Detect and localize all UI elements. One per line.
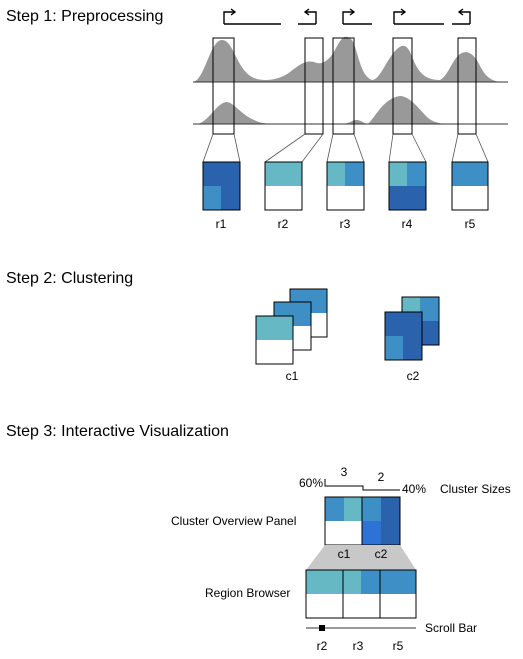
cluster-c1-count: 3	[341, 465, 348, 479]
scroll-tick-r3: r3	[353, 639, 364, 653]
scroll-bar-label: Scroll Bar	[425, 621, 477, 635]
cluster-overview-panel[interactable]	[324, 496, 401, 546]
cluster-size-bracket	[324, 479, 400, 491]
selection-funnel	[306, 545, 416, 570]
cluster-c2-count: 2	[378, 470, 385, 484]
region-heatmap-r5	[451, 161, 489, 211]
region-label-r2: r2	[278, 217, 289, 231]
region-browser-label: Region Browser	[205, 586, 290, 600]
gene-arrow-4	[393, 8, 444, 25]
signal-track-1	[193, 36, 508, 83]
region-label-r3: r3	[340, 217, 351, 231]
cluster-c2-percent: 40%	[402, 482, 426, 496]
step3-title: Step 3: Interactive Visualization	[6, 423, 229, 440]
region-label-r1: r1	[216, 217, 227, 231]
region-heatmap-r3	[326, 161, 365, 211]
signal-track-2	[193, 96, 508, 125]
overview-cluster-c1	[325, 497, 362, 545]
scroll-thumb[interactable]	[319, 625, 325, 631]
gene-arrow-2	[298, 8, 317, 25]
cluster-overview-panel-label: Cluster Overview Panel	[171, 514, 296, 528]
overview-label-c2: c2	[375, 547, 388, 561]
cluster-sizes-label: Cluster Sizes	[440, 482, 511, 496]
region-heatmap-r1	[202, 161, 241, 211]
region-windows	[212, 37, 477, 135]
overview-cluster-c2	[362, 497, 400, 545]
cluster-label-c2: c2	[407, 369, 420, 383]
cluster-c1-card-front	[255, 315, 294, 365]
scroll-bar[interactable]	[306, 625, 416, 631]
step1-title: Step 1: Preprocessing	[6, 8, 163, 25]
gene-arrow-3	[342, 8, 372, 25]
cluster-stack-c2	[384, 296, 440, 361]
cluster-c2-card-front	[384, 311, 423, 361]
gene-arrow-1	[223, 8, 281, 25]
region-heatmap-r4	[388, 161, 427, 211]
gene-arrow-5	[452, 8, 471, 25]
region-connectors	[202, 133, 489, 163]
scroll-tick-r5: r5	[393, 639, 404, 653]
scroll-tick-r2: r2	[317, 639, 328, 653]
region-browser[interactable]	[305, 569, 417, 619]
region-label-r4: r4	[402, 217, 413, 231]
overview-label-c1: c1	[338, 547, 351, 561]
gene-arrows	[223, 8, 471, 25]
cluster-c1-percent: 60%	[299, 476, 323, 490]
browser-region-r2	[306, 570, 343, 618]
step2-title: Step 2: Clustering	[6, 270, 133, 287]
cluster-stack-c1	[255, 288, 328, 365]
region-heatmap-r2	[264, 161, 303, 211]
cluster-label-c1: c1	[286, 369, 299, 383]
region-label-r5: r5	[465, 217, 476, 231]
browser-region-r3	[343, 570, 380, 618]
browser-region-r5	[380, 570, 416, 618]
